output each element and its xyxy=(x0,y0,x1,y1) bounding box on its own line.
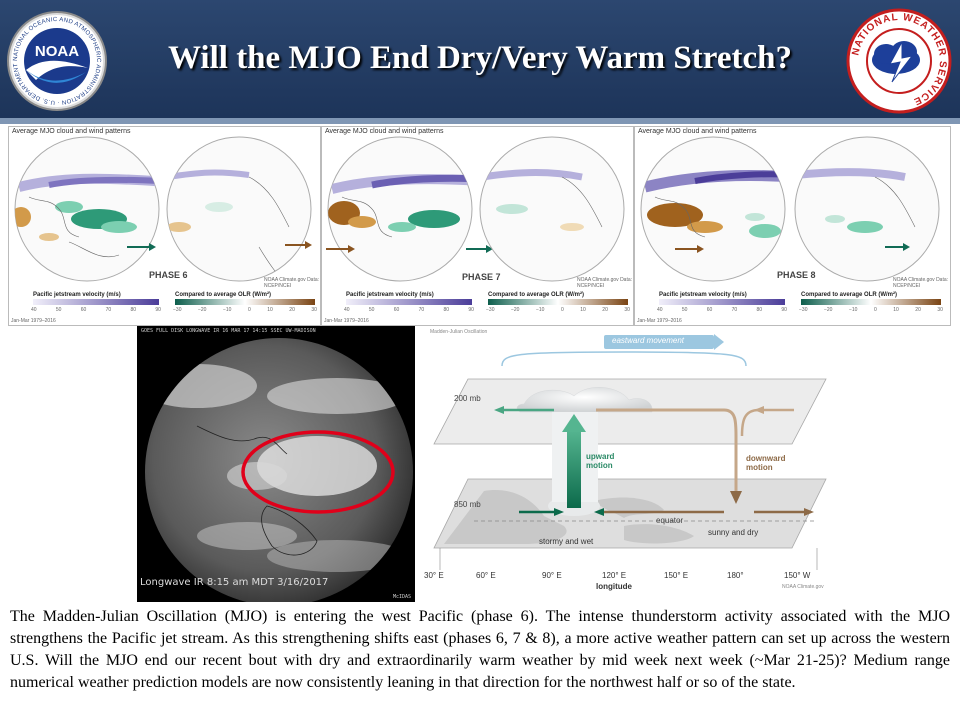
olr-ticks: −30 −20 −10 0 10 20 30 xyxy=(799,307,943,313)
panel-title: Average MJO cloud and wind patterns xyxy=(325,128,444,135)
mjo-phase-panel-8: Average MJO cloud and wind patterns xyxy=(634,126,951,326)
period-note: Jan-Mar 1979–2016 xyxy=(11,318,56,324)
mjo-phase-panel-7: Average MJO cloud and wind patterns xyxy=(321,126,634,326)
level-850mb: 850 mb xyxy=(454,500,481,509)
olr-ticks: −30 −20 −10 0 10 20 30 xyxy=(173,307,317,313)
phase-6-maps xyxy=(14,136,315,305)
stormy-label: stormy and wet xyxy=(539,537,594,546)
eastward-arrow-icon xyxy=(714,334,724,350)
equator-label: equator xyxy=(656,516,684,525)
eastward-arrow-icon xyxy=(348,245,355,253)
diagram-credit: NOAA Climate.gov xyxy=(782,584,824,590)
header-strip xyxy=(0,118,960,124)
period-note: Jan-Mar 1979–2016 xyxy=(637,318,682,324)
phase-label: PHASE 6 xyxy=(149,270,188,280)
jet-ticks: 40 50 60 70 80 90 xyxy=(31,307,161,313)
eastward-movement-label: eastward movement xyxy=(612,336,685,345)
downward-motion-label: downward motion xyxy=(746,454,786,472)
period-note: Jan-Mar 1979–2016 xyxy=(324,318,369,324)
panel-title: Average MJO cloud and wind patterns xyxy=(638,128,757,135)
jet-colorbar-label: Pacific jetstream velocity (m/s) xyxy=(346,292,434,298)
phase-7-maps xyxy=(326,136,628,305)
mjo-highlight-ellipse xyxy=(241,430,395,514)
slide-header: NATIONAL OCEANIC AND ATMOSPHERIC ADMINIS… xyxy=(0,0,960,124)
arrow-right-icon xyxy=(554,508,564,516)
longitude-ticks: 30° E 60° E 90° E 120° E 150° E 180° 150… xyxy=(424,571,811,580)
nws-logo: NATIONAL WEATHER SERVICE xyxy=(846,8,952,114)
jet-ticks: 40 50 60 70 80 90 xyxy=(657,307,787,313)
satellite-footer: McIDAS xyxy=(392,594,411,600)
jet-ticks: 40 50 60 70 80 90 xyxy=(344,307,474,313)
arrow-right-icon xyxy=(804,508,814,516)
olr-colorbar-label: Compared to average OLR (W/m²) xyxy=(175,292,272,298)
phase-label: PHASE 7 xyxy=(462,272,501,282)
satellite-ir-image: GOES FULL DISK LONGWAVE IR 16 MAR 17 14:… xyxy=(137,326,415,602)
jet-colorbar-label: Pacific jetstream velocity (m/s) xyxy=(33,292,121,298)
svg-text:NOAA: NOAA xyxy=(35,43,79,60)
mjo-phase-panel-6: Average MJO cloud and wind patterns xyxy=(8,126,321,326)
jet-colorbar-label: Pacific jetstream velocity (m/s) xyxy=(659,292,747,298)
eastward-arrow-icon xyxy=(903,243,910,251)
phase-label: PHASE 8 xyxy=(777,270,816,280)
panel-title: Average MJO cloud and wind patterns xyxy=(12,128,131,135)
arrow-left-icon xyxy=(754,406,764,414)
upward-arrow-icon xyxy=(562,414,586,432)
downward-arrow-icon xyxy=(730,491,742,504)
eastward-arrow-icon xyxy=(305,241,312,249)
noaa-logo: NATIONAL OCEANIC AND ATMOSPHERIC ADMINIS… xyxy=(6,10,107,111)
phase-8-maps xyxy=(640,136,941,305)
olr-colorbar-label: Compared to average OLR (W/m²) xyxy=(488,292,585,298)
arrow-left-icon xyxy=(494,406,504,414)
credit-note: NOAA Climate.gov Data: NCEP/NCEI xyxy=(264,277,320,289)
diagram-header: Madden-Julian Oscillation xyxy=(430,329,488,335)
sunny-label: sunny and dry xyxy=(708,528,759,537)
arrow-left-icon xyxy=(594,508,604,516)
satellite-caption: Longwave IR 8:15 am MDT 3/16/2017 xyxy=(140,577,329,588)
eastward-arrow-icon xyxy=(486,245,493,253)
credit-note: NOAA Climate.gov Data: NCEP/NCEI xyxy=(893,277,949,289)
longitude-axis-label: longitude xyxy=(596,582,632,591)
body-paragraph: The Madden-Julian Oscillation (MJO) is e… xyxy=(10,608,950,691)
satellite-header: GOES FULL DISK LONGWAVE IR 16 MAR 17 14:… xyxy=(141,328,316,334)
slide-title: Will the MJO End Dry/Very Warm Stretch? xyxy=(168,40,792,76)
credit-note: NOAA Climate.gov Data: NCEP/NCEI xyxy=(577,277,633,289)
olr-colorbar-label: Compared to average OLR (W/m²) xyxy=(801,292,898,298)
olr-ticks: −30 −20 −10 0 10 20 30 xyxy=(486,307,630,313)
upward-motion-label: upward motion xyxy=(586,452,615,470)
mjo-cross-section-diagram: Madden-Julian Oscillation eastward movem… xyxy=(424,326,827,602)
eastward-arrow-icon xyxy=(149,243,156,251)
level-200mb: 200 mb xyxy=(454,394,481,403)
eastward-arrow-icon xyxy=(697,245,704,253)
